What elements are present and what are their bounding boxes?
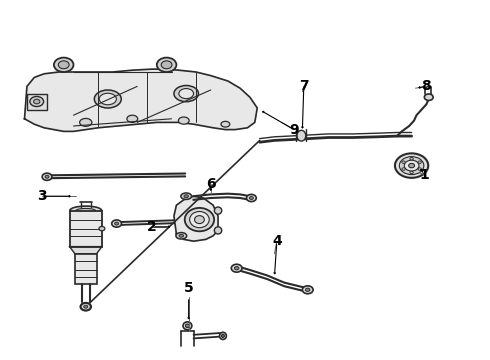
Ellipse shape <box>306 288 310 292</box>
Ellipse shape <box>215 207 222 214</box>
Ellipse shape <box>249 197 253 199</box>
Ellipse shape <box>84 305 88 308</box>
Ellipse shape <box>83 305 88 308</box>
Ellipse shape <box>221 121 230 127</box>
Ellipse shape <box>183 322 192 330</box>
Ellipse shape <box>80 303 91 311</box>
Ellipse shape <box>231 264 242 272</box>
Text: 5: 5 <box>184 281 194 295</box>
Ellipse shape <box>54 58 74 72</box>
Text: 3: 3 <box>37 189 47 203</box>
Ellipse shape <box>418 168 421 170</box>
Ellipse shape <box>424 94 433 100</box>
Ellipse shape <box>176 233 187 239</box>
Ellipse shape <box>127 115 138 122</box>
Ellipse shape <box>33 99 40 104</box>
Ellipse shape <box>179 234 183 237</box>
Text: 8: 8 <box>421 80 431 93</box>
Ellipse shape <box>402 168 405 170</box>
Ellipse shape <box>58 61 69 69</box>
Ellipse shape <box>30 96 44 107</box>
Polygon shape <box>70 247 102 254</box>
Ellipse shape <box>185 324 189 328</box>
Ellipse shape <box>45 175 49 178</box>
Ellipse shape <box>402 161 405 163</box>
Ellipse shape <box>115 222 119 225</box>
Ellipse shape <box>157 58 176 72</box>
Ellipse shape <box>112 220 122 227</box>
Ellipse shape <box>81 303 91 310</box>
Ellipse shape <box>395 153 428 178</box>
Ellipse shape <box>76 208 96 213</box>
Ellipse shape <box>302 286 313 294</box>
Ellipse shape <box>161 61 172 69</box>
Ellipse shape <box>195 216 204 224</box>
Text: 1: 1 <box>419 168 429 181</box>
Ellipse shape <box>94 90 121 108</box>
Ellipse shape <box>42 173 52 180</box>
Polygon shape <box>24 69 257 131</box>
Ellipse shape <box>184 195 188 198</box>
Ellipse shape <box>418 161 421 163</box>
Ellipse shape <box>99 93 117 105</box>
Text: 2: 2 <box>147 220 157 234</box>
Ellipse shape <box>79 118 92 126</box>
Ellipse shape <box>174 85 198 102</box>
Ellipse shape <box>215 227 222 234</box>
Ellipse shape <box>409 163 415 168</box>
Ellipse shape <box>70 206 101 215</box>
Ellipse shape <box>234 266 239 270</box>
Text: 9: 9 <box>289 123 299 136</box>
Ellipse shape <box>410 158 414 160</box>
Ellipse shape <box>399 157 424 175</box>
Ellipse shape <box>221 334 224 338</box>
Bar <box>70 211 102 247</box>
Ellipse shape <box>178 117 189 124</box>
Ellipse shape <box>404 160 419 171</box>
Text: 6: 6 <box>206 177 216 190</box>
Ellipse shape <box>181 193 192 199</box>
Bar <box>75 254 97 284</box>
Ellipse shape <box>185 208 214 231</box>
Ellipse shape <box>220 332 226 339</box>
Polygon shape <box>174 196 218 241</box>
Text: 7: 7 <box>299 80 309 93</box>
Text: 4: 4 <box>272 234 282 248</box>
Ellipse shape <box>410 171 414 174</box>
Ellipse shape <box>99 226 105 231</box>
Ellipse shape <box>179 89 194 99</box>
Bar <box>27 94 47 110</box>
Ellipse shape <box>246 194 256 202</box>
Ellipse shape <box>297 130 306 141</box>
Ellipse shape <box>190 211 209 228</box>
